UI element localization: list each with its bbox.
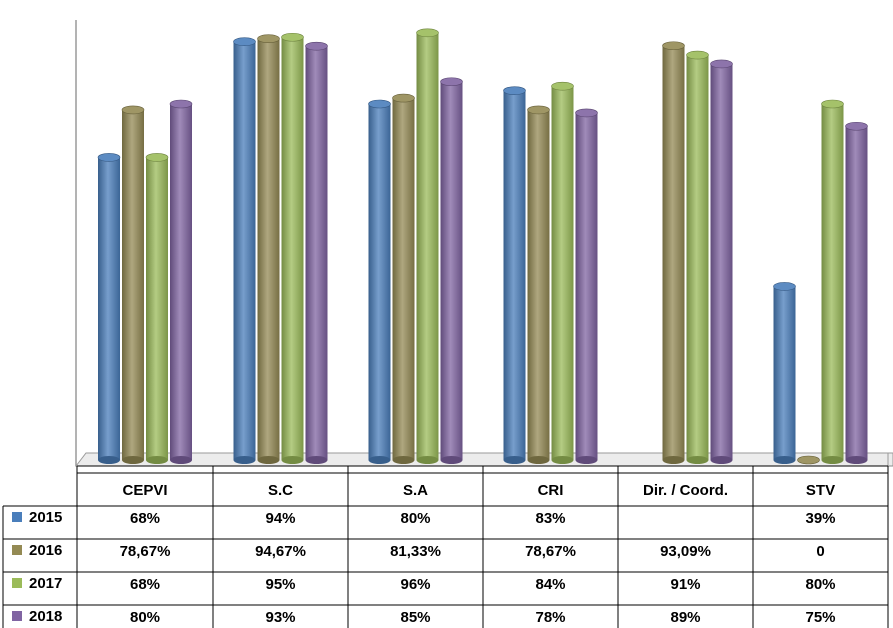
category-label-5: Dir. / Coord. <box>643 482 728 499</box>
value-2015-6: 39% <box>805 510 835 527</box>
bar-2018-CEPVI <box>169 99 193 464</box>
bar-2017-STV <box>821 99 844 464</box>
bar-2018-S.C <box>305 41 328 464</box>
bar-2016-CEPVI <box>121 105 145 464</box>
value-2016-2: 94,67% <box>255 543 306 560</box>
legend-swatch-2015 <box>12 512 22 522</box>
bar-2015-S.C <box>233 37 256 464</box>
value-2015-4: 83% <box>535 510 565 527</box>
floor <box>74 452 893 467</box>
value-2017-2: 95% <box>265 576 295 593</box>
value-2016-6: 0 <box>816 543 824 560</box>
bar-2017-CRI <box>551 81 574 464</box>
legend-swatch-2016 <box>12 545 22 555</box>
category-label-2: S.C <box>268 482 293 499</box>
legend-label-2018: 2018 <box>29 608 62 625</box>
legend-label-2015: 2015 <box>29 509 62 526</box>
data-table: CEPVI S.C S.A CRI Dir. / Coord. STV 2015 68% 94%… <box>2 465 889 628</box>
category-label-1: CEPVI <box>122 482 167 499</box>
value-2016-4: 78,67% <box>525 543 576 560</box>
bar-2017-Dir. / Coord. <box>686 50 709 464</box>
bar-2016-STV <box>797 455 820 465</box>
bar-2018-S.A <box>440 77 463 464</box>
value-2018-5: 89% <box>670 609 700 626</box>
value-2017-4: 84% <box>535 576 565 593</box>
bar-2018-Dir. / Coord. <box>710 59 733 464</box>
bar-2015-CRI <box>503 86 526 464</box>
plot-frame <box>74 20 893 467</box>
value-2016-5: 93,09% <box>660 543 711 560</box>
bar-2016-Dir. / Coord. <box>662 41 685 464</box>
legend-label-2016: 2016 <box>29 542 62 559</box>
legend-swatch-2018 <box>12 611 22 621</box>
value-2017-6: 80% <box>805 576 835 593</box>
value-2017-5: 91% <box>670 576 700 593</box>
value-2018-4: 78% <box>535 609 565 626</box>
value-2015-2: 94% <box>265 510 295 527</box>
bar-2015-CEPVI <box>97 153 121 464</box>
value-2016-3: 81,33% <box>390 543 441 560</box>
bar-2015-STV <box>773 282 796 464</box>
value-2018-3: 85% <box>400 609 430 626</box>
value-2017-3: 96% <box>400 576 430 593</box>
value-2015-3: 80% <box>400 510 430 527</box>
category-label-3: S.A <box>403 482 428 499</box>
category-label-6: STV <box>806 482 835 499</box>
bars-layer <box>97 28 868 465</box>
legend-swatch-2017 <box>12 578 22 588</box>
bar-2017-S.A <box>416 28 439 464</box>
value-2018-6: 75% <box>805 609 835 626</box>
value-2016-1: 78,67% <box>120 543 171 560</box>
value-2015-1: 68% <box>130 510 160 527</box>
value-2017-1: 68% <box>130 576 160 593</box>
legend-label-2017: 2017 <box>29 575 62 592</box>
bar-2018-CRI <box>575 108 598 464</box>
bar-2015-S.A <box>368 99 391 464</box>
bar-2017-CEPVI <box>145 153 169 464</box>
bar-2018-STV <box>845 121 868 464</box>
bar-2016-CRI <box>527 105 550 464</box>
bar-2017-S.C <box>281 32 304 464</box>
category-label-4: CRI <box>538 482 564 499</box>
bar-2016-S.A <box>392 93 415 464</box>
value-2018-2: 93% <box>265 609 295 626</box>
bar-2016-S.C <box>257 34 280 464</box>
value-2018-1: 80% <box>130 609 160 626</box>
